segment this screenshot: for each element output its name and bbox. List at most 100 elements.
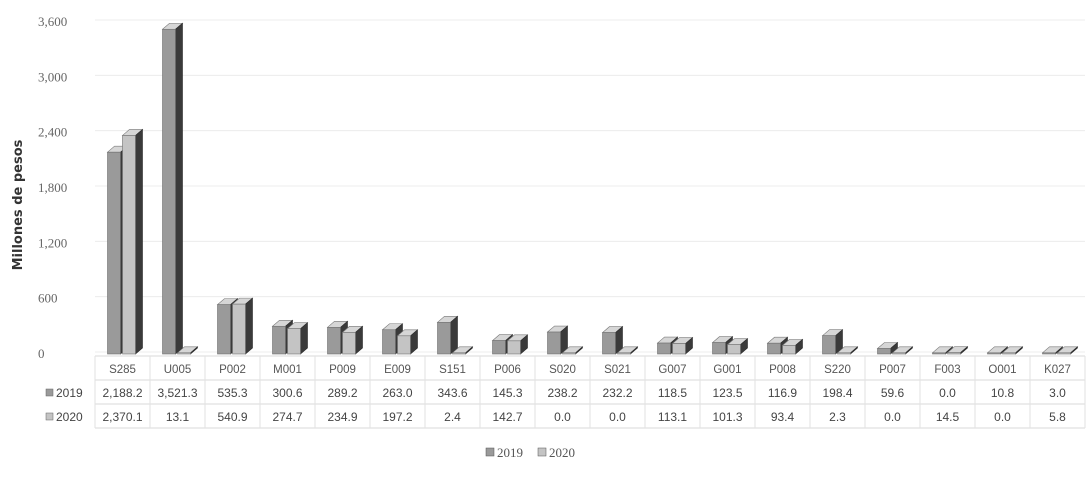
bar-2020 (1056, 346, 1079, 355)
bar-2020 (671, 336, 694, 355)
data-label: 197.2 (382, 410, 412, 424)
data-label: 289.2 (327, 386, 357, 400)
data-label: 2.4 (444, 410, 461, 424)
bar-2020 (616, 346, 639, 355)
bar-2020 (341, 325, 364, 355)
x-tick-label: P006 (494, 364, 521, 376)
bar-2020 (726, 338, 749, 355)
legend-item: 2019 (497, 445, 523, 460)
y-tick-label: 3,600 (38, 14, 67, 29)
x-tick-label: U005 (164, 364, 192, 376)
x-tick-label: S020 (549, 364, 576, 376)
bar-2019 (931, 346, 954, 355)
legend-item: 2020 (549, 445, 575, 460)
bar-2020 (506, 334, 529, 355)
data-label: 14.5 (936, 410, 960, 424)
data-label: 13.1 (166, 410, 190, 424)
data-label: 101.3 (712, 410, 742, 424)
data-label: 142.7 (492, 410, 522, 424)
data-label: 232.2 (602, 386, 632, 400)
bar-2020 (231, 297, 254, 355)
data-label: 540.9 (217, 410, 247, 424)
data-table: S285 2,188.2 2,370.1 U005 3,521.3 13.1 P002 535… (45, 355, 1086, 429)
x-tick-label: K027 (1044, 364, 1071, 376)
x-tick-label: S151 (439, 364, 466, 376)
x-tick-label: S220 (824, 364, 851, 376)
x-tick-label: S285 (109, 364, 136, 376)
legend-swatch (537, 447, 547, 457)
x-tick-label: F003 (934, 364, 960, 376)
bar-2020 (946, 346, 969, 355)
y-tick-label: 3,000 (38, 69, 67, 84)
x-tick-label: P002 (219, 364, 246, 376)
row-header: 2020 (56, 410, 83, 424)
data-label: 234.9 (327, 410, 357, 424)
x-tick-label: G007 (658, 364, 686, 376)
data-label: 145.3 (492, 386, 522, 400)
bar-2019 (821, 329, 844, 355)
x-tick-label: E009 (384, 364, 411, 376)
gridlines (95, 19, 1085, 353)
data-label: 0.0 (994, 410, 1011, 424)
data-label: 198.4 (822, 386, 852, 400)
legend: 2019 2020 (485, 445, 575, 460)
data-label: 2.3 (829, 410, 846, 424)
data-label: 93.4 (771, 410, 795, 424)
y-axis-label: Millones de pesos (11, 139, 26, 270)
bar-2020 (1001, 346, 1024, 355)
data-label: 2,188.2 (102, 386, 142, 400)
data-label: 300.6 (272, 386, 302, 400)
bar-2019 (436, 315, 459, 355)
bar-2020 (836, 346, 859, 355)
y-tick-label: 1,200 (38, 235, 67, 250)
bar-2019 (986, 346, 1009, 355)
x-tick-label: P007 (879, 364, 906, 376)
data-label: 123.5 (712, 386, 742, 400)
y-tick-label: 600 (38, 291, 58, 306)
x-tick-label: P008 (769, 364, 796, 376)
data-label: 5.8 (1049, 410, 1066, 424)
data-label: 116.9 (768, 386, 797, 400)
data-label: 0.0 (609, 410, 626, 424)
data-label: 3,521.3 (157, 386, 197, 400)
y-tick-label: 2,400 (38, 125, 67, 140)
data-label: 3.0 (1049, 386, 1066, 400)
bar-2020 (286, 322, 309, 355)
data-label: 10.8 (991, 386, 1015, 400)
row-swatch (45, 412, 54, 421)
data-label: 113.1 (658, 410, 687, 424)
bar-2020 (891, 346, 914, 355)
bar-2019 (601, 325, 624, 355)
y-axis-ticks: 0 600 1,200 1,800 2,400 3,000 3,600 (38, 14, 67, 361)
data-label: 535.3 (217, 386, 247, 400)
bars (106, 22, 1079, 355)
bar-2020 (396, 329, 419, 355)
row-swatch (45, 388, 54, 397)
x-tick-label: P009 (329, 364, 356, 376)
legend-swatch (485, 447, 495, 457)
bar-2020 (176, 346, 199, 355)
data-label: 0.0 (939, 386, 956, 400)
data-label: 238.2 (547, 386, 577, 400)
y-tick-label: 1,800 (38, 180, 67, 195)
bar-2020 (781, 338, 804, 355)
bar-2020 (561, 346, 584, 355)
data-label: 0.0 (884, 410, 901, 424)
data-label: 343.6 (437, 386, 467, 400)
data-label: 0.0 (554, 410, 571, 424)
bar-2019 (161, 22, 184, 355)
bar-2020 (121, 128, 144, 355)
x-tick-label: S021 (604, 364, 631, 376)
x-tick-label: O001 (988, 364, 1016, 376)
data-label: 59.6 (881, 386, 905, 400)
y-tick-label: 0 (38, 346, 45, 361)
data-label: 274.7 (272, 410, 302, 424)
data-label: 263.0 (382, 386, 412, 400)
x-tick-label: G001 (713, 364, 741, 376)
bar-2020 (451, 346, 474, 355)
bar-2019 (1041, 346, 1064, 355)
x-tick-label: M001 (273, 364, 302, 376)
bar-2019 (876, 341, 899, 355)
bar-2019 (546, 325, 569, 355)
